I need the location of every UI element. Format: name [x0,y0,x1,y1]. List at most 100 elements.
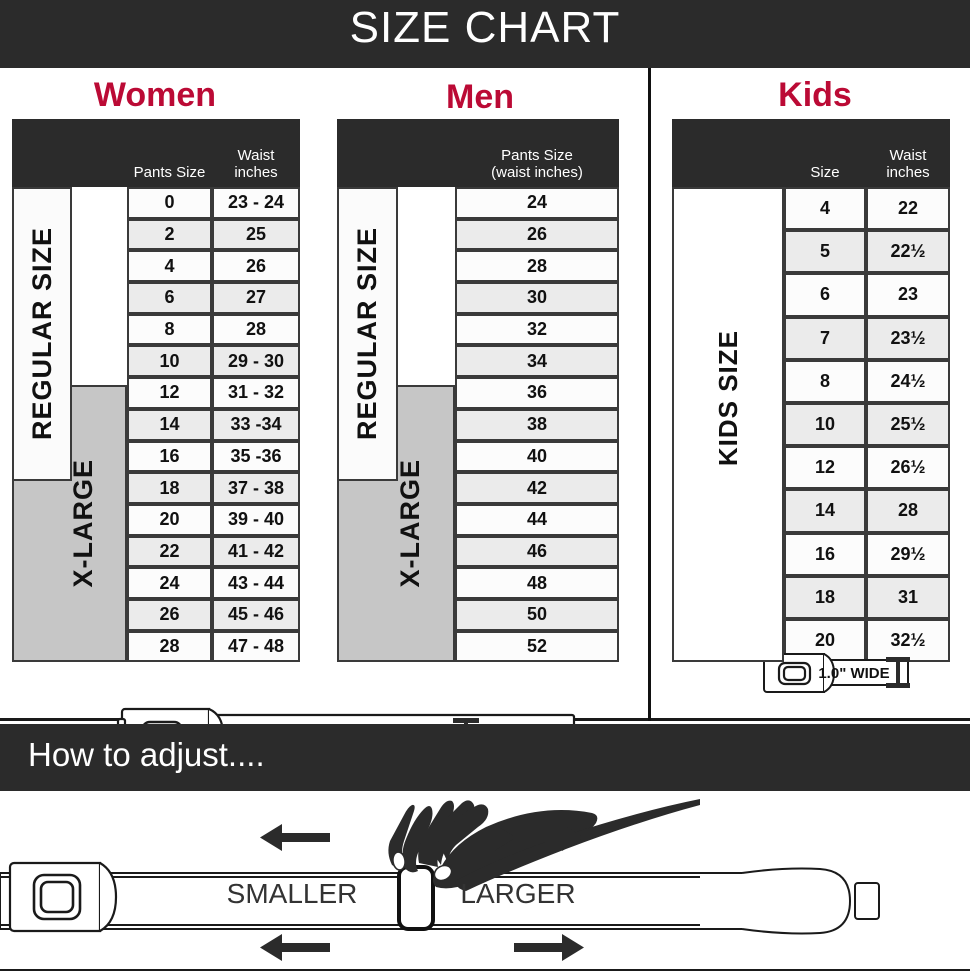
cell-size: 12 [127,377,212,409]
smaller-label: SMALLER [227,878,358,909]
table-row: 18 37 - 38 [127,472,300,504]
table-row: 10 29 - 30 [127,345,300,378]
cell-size: 28 [127,630,212,663]
cell-waist: 24½ [866,359,950,403]
table-men-rows: 24 26 28 30 32 34 36 38 40 42 44 46 48 50 52 [455,187,619,663]
cell-size: 16 [127,440,212,473]
cell-size: 20 [127,503,212,536]
cell-waist: 29½ [866,532,950,576]
cell-size: 7 [784,316,866,360]
table-row: 12 31 - 32 [127,377,300,409]
table-row: 20 39 - 40 [127,503,300,536]
table-women-header: Pants Size Waist inches [12,119,300,187]
cell-size: 42 [455,472,619,504]
table-women-rows: 0 23 - 24 2 25 4 26 6 27 8 28 10 29 - 30 12 31 - 32 14… [127,187,300,663]
belt-width-label-kids: 1.0" WIDE [818,665,889,682]
table-row: 24 [455,187,619,219]
cell-size: 8 [127,313,212,346]
cell-size: 32 [455,313,619,346]
category-label-kids-size: KIDS SIZE [712,330,743,467]
section-heading-men: Men [446,78,514,116]
table-row: 26 [455,218,619,251]
cell-size: 12 [784,446,866,490]
cell-waist: 37 - 38 [212,472,300,504]
section-heading-kids: Kids [778,76,852,114]
cell-size: 28 [455,250,619,283]
how-to-adjust-diagram: SMALLER LARGER [0,791,970,971]
table-row: 4 22 [784,187,950,231]
cell-size: 38 [455,408,619,441]
table-row: 0 23 - 24 [127,187,300,219]
table-row: 28 [455,250,619,283]
table-kids-header: Size Waist inches [672,119,950,187]
cell-waist: 28 [866,489,950,533]
table-row: 8 24½ [784,359,950,403]
category-label-regular-size: REGULAR SIZE [26,227,57,441]
cell-size: 18 [784,575,866,619]
cell-size: 18 [127,472,212,504]
table-row: 36 [455,377,619,409]
cell-waist: 28 [212,313,300,346]
cell-waist: 25 [212,218,300,251]
table-row: 12 26½ [784,446,950,490]
cell-waist: 45 - 46 [212,598,300,631]
cell-waist: 31 [866,575,950,619]
column-header-waist-inches: Waist inches [866,147,950,187]
table-row: 26 45 - 46 [127,598,300,631]
page-title: SIZE CHART [349,3,621,52]
cell-size: 44 [455,503,619,536]
table-row: 6 27 [127,282,300,314]
cell-size: 10 [784,402,866,447]
cell-size: 46 [455,535,619,568]
table-row: 16 35 -36 [127,440,300,473]
table-row: 5 22½ [784,230,950,274]
cell-size: 0 [127,187,212,219]
cell-size: 24 [127,567,212,599]
table-row: 32 [455,313,619,346]
section-divider-men-kids [648,68,651,721]
category-label-regular-size: REGULAR SIZE [352,227,382,441]
men-header-line1: Pants Size [501,147,573,164]
cell-size: 26 [127,598,212,631]
table-row: 10 25½ [784,402,950,447]
table-row: 4 26 [127,250,300,283]
waist-header-line2: inches [886,164,930,181]
table-row: 18 31 [784,575,950,619]
cell-waist: 41 - 42 [212,535,300,568]
cell-size: 6 [784,273,866,317]
cell-waist: 23½ [866,316,950,360]
table-row: 42 [455,472,619,504]
men-header-line2: (waist inches) [491,164,583,181]
larger-label: LARGER [460,878,575,909]
belt-graphic-kids: 1.0" WIDE [763,653,910,693]
table-row: 44 [455,503,619,536]
cell-waist: 43 - 44 [212,567,300,599]
cell-waist: 26 [212,250,300,283]
how-to-adjust-title: How to adjust.... [28,736,265,773]
table-row: 2 25 [127,218,300,251]
table-kids: Size Waist inches KIDS SIZE Note: Not in… [672,119,950,663]
cell-waist: 27 [212,282,300,314]
cell-size: 5 [784,230,866,274]
column-header-waist-inches: Waist inches [212,147,300,187]
table-row: 50 [455,598,619,631]
waist-header-line2: inches [234,164,278,181]
table-row: 34 [455,345,619,378]
cell-waist: 29 - 30 [212,345,300,378]
table-row: 7 23½ [784,316,950,360]
cell-size: 22 [127,535,212,568]
cell-size: 36 [455,377,619,409]
adjust-belt-svg: SMALLER LARGER [0,799,880,961]
waist-header-line1: Waist [889,147,927,164]
table-row: 48 [455,567,619,599]
table-row: 28 47 - 48 [127,630,300,663]
table-row: 38 [455,408,619,441]
category-panel-kids-size: KIDS SIZE [672,187,784,662]
cell-size: 8 [784,359,866,403]
waist-header-line1: Waist [237,147,275,164]
cell-size: 26 [455,218,619,251]
table-row: 16 29½ [784,532,950,576]
cell-waist: 35 -36 [212,440,300,473]
category-panel-regular-size-men: REGULAR SIZE [337,187,398,481]
